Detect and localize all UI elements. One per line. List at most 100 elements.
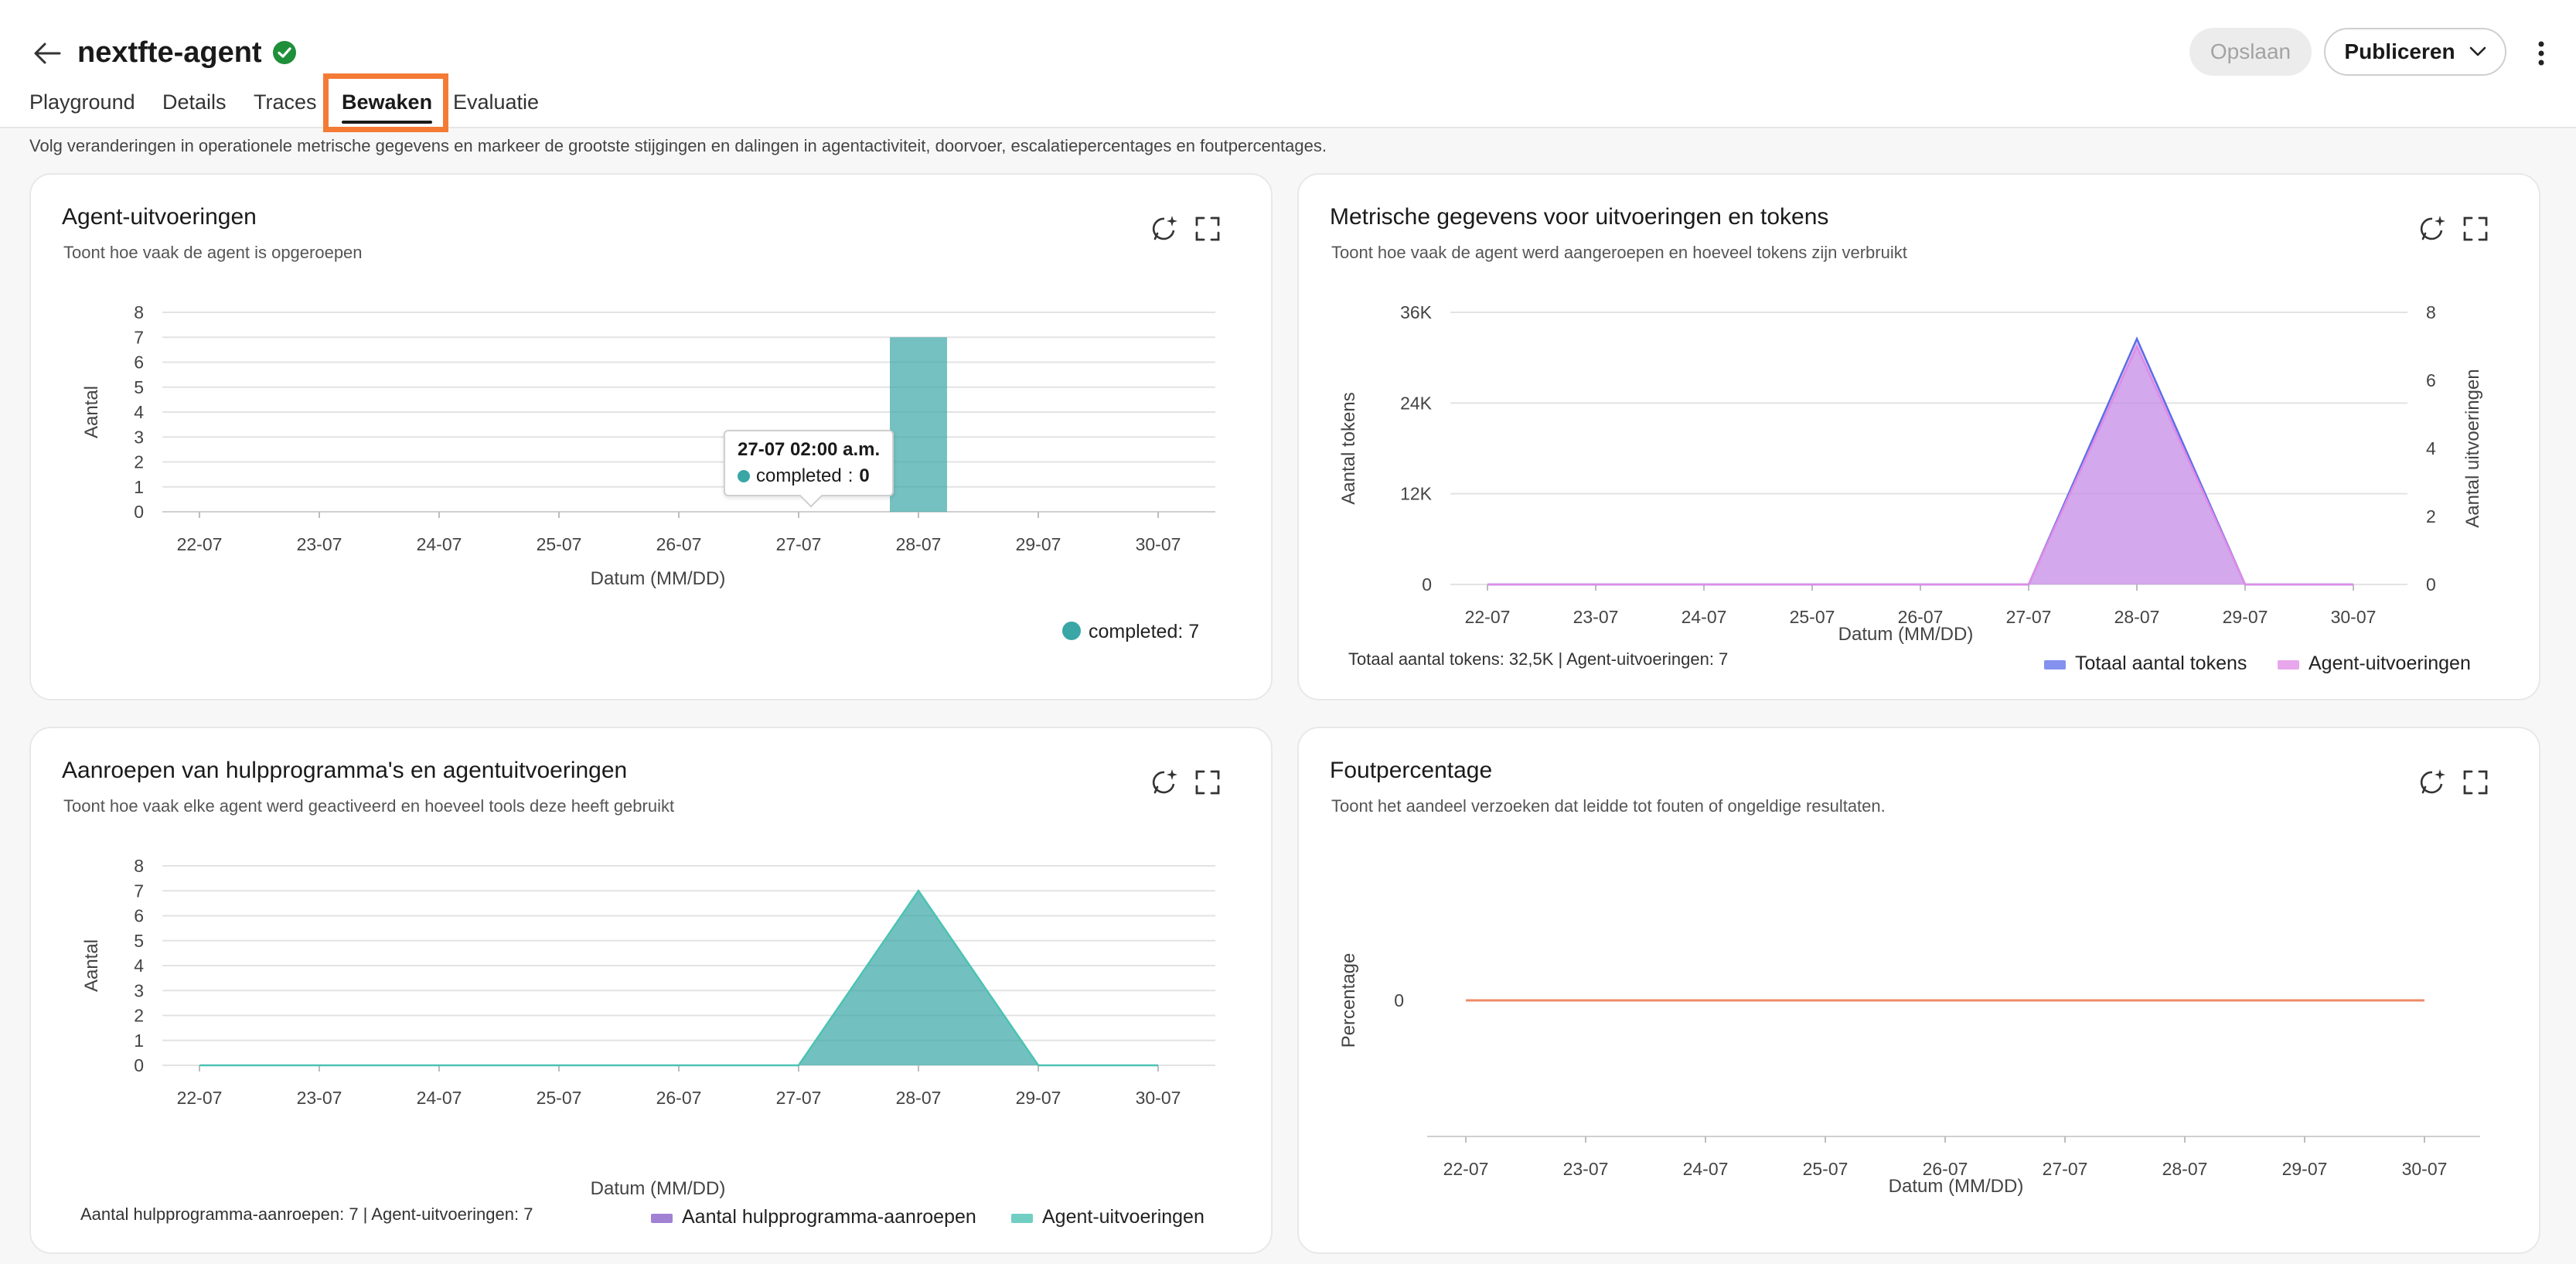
card-tool-calls: Aanroepen van hulpprogramma's en agentui… <box>29 727 1273 1254</box>
y-tick-label: 7 <box>134 327 144 347</box>
series-area-runs <box>1487 346 2353 584</box>
y-right-tick-label: 0 <box>2426 574 2436 595</box>
x-tick-label: 28-07 <box>2162 1159 2208 1179</box>
tokens-area-chart: 0 12K 24K 36K 0 2 4 6 8 22-07 23-07 24-07 25-07 26-07… <box>1338 302 2483 674</box>
tooltip-series-name: completed <box>756 465 842 486</box>
expand-button[interactable] <box>2458 212 2493 246</box>
ai-insight-icon <box>1152 216 1177 240</box>
tab-traces[interactable]: Traces <box>254 90 317 114</box>
x-tick-label: 22-07 <box>1443 1159 1489 1179</box>
x-tick-label: 24-07 <box>417 1088 462 1108</box>
y-tick-label: 6 <box>134 353 144 373</box>
chart-summary: Aantal hulpprogramma-aanroepen: 7 | Agen… <box>80 1204 533 1224</box>
y-tick-label: 12K <box>1400 484 1433 504</box>
publish-button[interactable]: Publiceren <box>2324 28 2506 76</box>
expand-button[interactable] <box>1191 212 1225 246</box>
x-tick-label: 27-07 <box>2006 607 2052 627</box>
tab-bewaken[interactable]: Bewaken <box>342 85 433 128</box>
error-rate-line-chart: 22-07 23-07 24-07 25-07 26-07 27-07 28-07 29-07… <box>1338 953 2480 1197</box>
y-tick-label: 2 <box>134 452 144 472</box>
more-vertical-icon <box>2538 41 2544 66</box>
y-axis-title: Aantal tokens <box>1338 392 1359 504</box>
ai-insight-icon <box>2420 216 2445 240</box>
ai-insight-button[interactable] <box>1147 212 1181 246</box>
y-tick-label: 4 <box>134 402 144 422</box>
ai-insight-button[interactable] <box>1147 765 1181 799</box>
y-tick-label: 1 <box>134 1031 144 1051</box>
expand-button[interactable] <box>1191 765 1225 799</box>
y-tick-label: 5 <box>134 377 144 397</box>
ai-insight-icon <box>2420 769 2445 794</box>
legend-swatch <box>2044 660 2066 669</box>
y-axis-title: Aantal <box>81 386 102 438</box>
series-area-tool-calls <box>199 891 1158 1065</box>
bar <box>890 337 947 512</box>
x-tick-label: 27-07 <box>2043 1159 2088 1179</box>
x-tick-label: 28-07 <box>896 534 942 554</box>
y-tick-label: 0 <box>134 1055 144 1075</box>
tooltip-series-dot <box>738 470 750 482</box>
card-title: Aanroepen van hulpprogramma's en agentui… <box>62 758 628 783</box>
legend-label: completed: 7 <box>1089 621 1199 642</box>
card-agent-runs: Agent-uitvoeringen Toont hoe vaak de age… <box>29 173 1273 700</box>
card-subtitle: Toont hoe vaak de agent is opgeroepen <box>63 243 363 262</box>
tab-details[interactable]: Details <box>162 90 227 114</box>
y-right-tick-label: 2 <box>2426 506 2436 526</box>
chart-summary: Totaal aantal tokens: 32,5K | Agent-uitv… <box>1348 649 1728 669</box>
y-tick-label: 8 <box>134 856 144 876</box>
ai-insight-icon <box>1152 769 1177 794</box>
more-options-button[interactable] <box>2530 34 2553 73</box>
card-error-rate: Foutpercentage Toont het aandeel verzoek… <box>1297 727 2540 1254</box>
x-tick-label: 28-07 <box>2114 607 2160 627</box>
expand-icon <box>2463 770 2488 795</box>
tab-evaluatie[interactable]: Evaluatie <box>453 90 540 114</box>
card-title: Foutpercentage <box>1330 758 1493 783</box>
y-tick-label: 7 <box>134 881 144 901</box>
x-tick-label: 24-07 <box>1682 607 1727 627</box>
x-tick-label: 26-07 <box>656 1088 702 1108</box>
tab-playground[interactable]: Playground <box>29 90 135 114</box>
series-line-runs <box>199 889 1158 1067</box>
card-title: Metrische gegevens voor uitvoeringen en … <box>1330 204 1829 230</box>
back-button[interactable] <box>28 34 66 73</box>
x-tick-label: 23-07 <box>297 534 342 554</box>
legend-swatch <box>2278 660 2299 669</box>
runs-bar-chart: 0 1 2 3 4 5 6 7 8 22-07 23-07 24-07 25-07 26-07 27-07 2… <box>81 302 1215 642</box>
tooltip-title: 27-07 02:00 a.m. <box>738 439 881 460</box>
x-tick-label: 23-07 <box>1573 607 1619 627</box>
x-tick-label: 29-07 <box>1016 1088 1061 1108</box>
y-tick-label: 5 <box>134 931 144 951</box>
x-tick-label: 30-07 <box>2402 1159 2448 1179</box>
x-tick-label: 26-07 <box>656 534 702 554</box>
legend-label: Totaal aantal tokens <box>2075 652 2247 674</box>
x-axis-title: Datum (MM/DD) <box>1889 1176 2024 1197</box>
x-tick-label: 24-07 <box>1683 1159 1729 1179</box>
verified-check-icon <box>273 41 296 64</box>
y-tick-label: 2 <box>134 1006 144 1026</box>
x-tick-label: 25-07 <box>1803 1159 1849 1179</box>
x-tick-label: 29-07 <box>2282 1159 2328 1179</box>
ai-insight-button[interactable] <box>2415 765 2449 799</box>
y-tick-label: 4 <box>134 956 144 976</box>
chart-tooltip: 27-07 02:00 a.m. completed: 0 <box>724 430 894 496</box>
save-button[interactable]: Opslaan <box>2189 28 2312 76</box>
legend-swatch <box>651 1214 673 1223</box>
x-tick-label: 26-07 <box>1923 1159 1968 1179</box>
x-axis-title: Datum (MM/DD) <box>1838 624 1974 645</box>
expand-button[interactable] <box>2458 765 2493 799</box>
x-tick-label: 22-07 <box>177 534 223 554</box>
page-header: nextfte-agent Opslaan Publiceren Playgro… <box>0 0 2576 132</box>
expand-icon <box>1195 770 1220 795</box>
y-tick-label: 0 <box>1394 990 1404 1010</box>
x-tick-label: 30-07 <box>2331 607 2377 627</box>
ai-insight-button[interactable] <box>2415 212 2449 246</box>
card-subtitle: Toont hoe vaak elke agent werd geactivee… <box>63 796 675 816</box>
x-tick-label: 30-07 <box>1136 1088 1181 1108</box>
x-tick-label: 25-07 <box>537 534 582 554</box>
agent-title: nextfte-agent <box>77 36 262 69</box>
legend-label: Agent-uitvoeringen <box>2309 652 2471 674</box>
page-description: Volg veranderingen in operationele metri… <box>29 136 1327 155</box>
publish-label: Publiceren <box>2344 39 2455 63</box>
x-axis-title: Datum (MM/DD) <box>591 568 726 589</box>
x-tick-label: 27-07 <box>776 1088 822 1108</box>
